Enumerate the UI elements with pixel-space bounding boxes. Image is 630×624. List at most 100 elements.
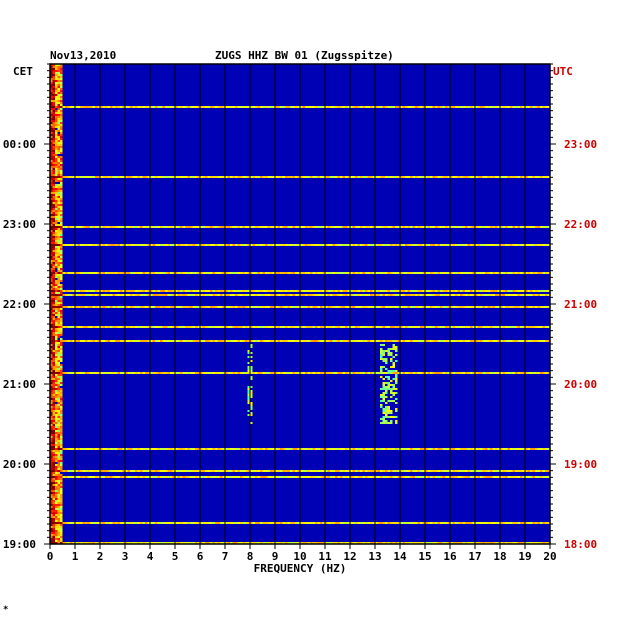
spectrogram-cell	[235, 106, 238, 108]
spectrogram-cell	[547, 244, 550, 246]
spectrogram-cell	[365, 340, 368, 342]
spectrogram-cell	[295, 522, 298, 524]
spectrogram-cell	[292, 326, 295, 328]
spectrogram-cell	[67, 176, 70, 178]
spectrogram-cell	[60, 514, 63, 516]
spectrogram-cell	[122, 272, 125, 274]
spectrogram-cell	[415, 226, 418, 228]
spectrogram-cell	[510, 226, 513, 228]
spectrogram-cell	[395, 542, 398, 544]
spectrogram-cell	[60, 236, 63, 238]
spectrogram-cell	[340, 326, 343, 328]
spectrogram-cell	[317, 106, 320, 108]
spectrogram-cell	[65, 290, 68, 292]
spectrogram-cell	[530, 340, 533, 342]
spectrogram-cell	[57, 104, 60, 106]
spectrogram-cell	[140, 542, 143, 544]
spectrogram-cell	[57, 414, 60, 416]
spectrogram-cell	[60, 86, 63, 88]
spectrogram-cell	[385, 476, 388, 478]
spectrogram-cell	[360, 272, 363, 274]
spectrogram-cell	[362, 522, 365, 524]
spectrogram-cell	[535, 176, 538, 178]
spectrogram-cell	[347, 326, 350, 328]
spectrogram-cell	[140, 470, 143, 472]
spectrogram-cell	[77, 226, 80, 228]
spectrogram-cell	[497, 542, 500, 544]
feature-cell	[380, 422, 383, 424]
spectrogram-cell	[50, 170, 53, 172]
spectrogram-cell	[60, 138, 63, 140]
spectrogram-cell	[172, 176, 175, 178]
spectrogram-cell	[505, 294, 508, 296]
spectrogram-cell	[52, 68, 55, 70]
spectrogram-cell	[345, 106, 348, 108]
spectrogram-cell	[107, 448, 110, 450]
spectrogram-cell	[50, 300, 53, 302]
spectrogram-cell	[445, 340, 448, 342]
spectrogram-cell	[492, 448, 495, 450]
spectrogram-cell	[542, 470, 545, 472]
spectrogram-cell	[112, 326, 115, 328]
spectrogram-cell	[260, 106, 263, 108]
spectrogram-cell	[50, 508, 53, 510]
spectrogram-cell	[55, 322, 58, 324]
spectrogram-cell	[52, 226, 55, 228]
spectrogram-cell	[62, 522, 65, 524]
spectrogram-cell	[347, 176, 350, 178]
spectrogram-cell	[107, 326, 110, 328]
spectrogram-cell	[350, 290, 353, 292]
spectrogram-cell	[317, 542, 320, 544]
spectrogram-cell	[345, 290, 348, 292]
spectrogram-cell	[465, 306, 468, 308]
spectrogram-cell	[475, 326, 478, 328]
spectrogram-cell	[52, 516, 55, 518]
spectrogram-cell	[360, 290, 363, 292]
spectrogram-cell	[50, 138, 53, 140]
spectrogram-cell	[192, 326, 195, 328]
spectrogram-cell	[52, 432, 55, 434]
spectrogram-cell	[55, 160, 58, 162]
spectrogram-cell	[402, 542, 405, 544]
spectrogram-cell	[457, 448, 460, 450]
spectrogram-cell	[107, 294, 110, 296]
spectrogram-cell	[60, 490, 63, 492]
spectrogram-cell	[57, 492, 60, 494]
spectrogram-cell	[400, 226, 403, 228]
spectrogram-cell	[470, 470, 473, 472]
spectrogram-cell	[355, 542, 358, 544]
spectrogram-cell	[430, 340, 433, 342]
spectrogram-cell	[55, 382, 58, 384]
spectrogram-cell	[155, 272, 158, 274]
x-tick-label: 20	[543, 550, 556, 563]
spectrogram-cell	[495, 448, 498, 450]
cet-label: CET	[13, 65, 33, 78]
spectrogram-cell	[50, 172, 53, 174]
spectrogram-cell	[60, 394, 63, 396]
spectrogram-cell	[432, 476, 435, 478]
spectrogram-cell	[50, 110, 53, 112]
spectrogram-cell	[207, 294, 210, 296]
spectrogram-cell	[372, 522, 375, 524]
spectrogram-cell	[225, 294, 228, 296]
spectrogram-cell	[110, 448, 113, 450]
feature-cell	[392, 366, 395, 368]
spectrogram-cell	[130, 226, 133, 228]
spectrogram-cell	[50, 456, 53, 458]
spectrogram-cell	[345, 340, 348, 342]
spectrogram-cell	[292, 290, 295, 292]
spectrogram-cell	[425, 272, 428, 274]
spectrogram-cell	[57, 540, 60, 542]
spectrogram-cell	[535, 294, 538, 296]
spectrogram-cell	[440, 326, 443, 328]
spectrogram-cell	[60, 112, 63, 114]
spectrogram-cell	[55, 110, 58, 112]
spectrogram-cell	[230, 476, 233, 478]
spectrogram-cell	[92, 306, 95, 308]
spectrogram-cell	[60, 360, 63, 362]
spectrogram-cell	[215, 106, 218, 108]
feature-cell	[380, 388, 383, 390]
spectrogram-cell	[250, 176, 253, 178]
spectrogram-cell	[512, 226, 515, 228]
spectrogram-cell	[190, 294, 193, 296]
